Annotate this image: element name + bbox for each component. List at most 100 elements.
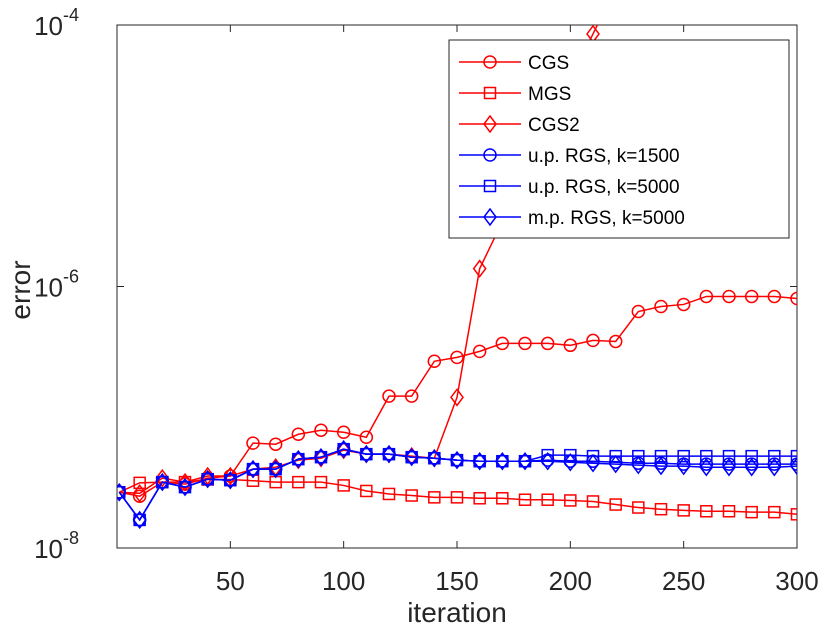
x-axis-label: iteration bbox=[407, 597, 507, 628]
marker bbox=[676, 456, 691, 476]
marker bbox=[133, 476, 146, 490]
marker bbox=[496, 492, 509, 505]
series-line bbox=[119, 25, 599, 495]
marker bbox=[132, 510, 147, 530]
marker bbox=[268, 459, 283, 479]
marker bbox=[700, 505, 713, 518]
marker bbox=[200, 469, 215, 489]
marker bbox=[790, 508, 797, 521]
marker bbox=[155, 472, 170, 492]
marker bbox=[472, 344, 487, 359]
x-tick-label: 200 bbox=[549, 566, 592, 596]
marker bbox=[483, 114, 497, 134]
marker bbox=[360, 484, 373, 498]
marker bbox=[495, 336, 510, 351]
marker bbox=[722, 457, 736, 477]
marker bbox=[744, 457, 759, 477]
y-tick-label: 10-8 bbox=[34, 528, 79, 564]
marker bbox=[677, 504, 690, 517]
marker bbox=[155, 468, 170, 488]
marker bbox=[223, 466, 238, 486]
marker bbox=[314, 447, 328, 467]
y-axis-label: error bbox=[5, 260, 36, 319]
marker bbox=[382, 389, 396, 403]
marker bbox=[427, 448, 442, 468]
x-tick-label: 50 bbox=[216, 566, 245, 596]
marker bbox=[359, 430, 374, 445]
series-line bbox=[118, 448, 797, 522]
x-tick-label: 150 bbox=[435, 566, 478, 596]
legend-label: u.p. RGS, k=1500 bbox=[528, 146, 680, 167]
marker bbox=[540, 336, 555, 351]
marker bbox=[790, 449, 797, 463]
marker bbox=[337, 479, 350, 492]
marker bbox=[483, 207, 497, 227]
marker bbox=[745, 505, 758, 519]
marker bbox=[767, 289, 782, 304]
marker bbox=[563, 452, 578, 472]
marker bbox=[677, 449, 690, 463]
marker bbox=[359, 444, 374, 464]
marker bbox=[314, 475, 328, 489]
marker bbox=[178, 477, 192, 497]
marker bbox=[132, 484, 147, 503]
marker bbox=[246, 459, 260, 479]
marker bbox=[428, 491, 441, 504]
marker bbox=[676, 297, 691, 312]
marker bbox=[699, 289, 714, 304]
data-layer bbox=[117, 25, 797, 530]
marker bbox=[427, 354, 442, 369]
x-tick-label: 300 bbox=[775, 566, 818, 596]
y-tick-base: 10 bbox=[34, 11, 63, 41]
marker bbox=[654, 449, 668, 463]
marker bbox=[382, 444, 396, 464]
x-tick-label: 100 bbox=[322, 566, 365, 596]
marker bbox=[483, 148, 497, 162]
marker bbox=[745, 449, 758, 463]
marker bbox=[382, 487, 396, 501]
marker bbox=[450, 450, 464, 470]
marker bbox=[722, 449, 736, 463]
y-tick-exponent: -4 bbox=[63, 5, 79, 25]
marker bbox=[541, 493, 554, 506]
marker bbox=[450, 350, 464, 365]
y-tick-base: 10 bbox=[34, 273, 63, 303]
marker bbox=[563, 338, 578, 353]
marker bbox=[472, 259, 487, 278]
marker bbox=[586, 449, 600, 463]
marker bbox=[564, 494, 577, 507]
marker bbox=[632, 449, 645, 463]
marker bbox=[586, 495, 600, 508]
marker bbox=[450, 388, 464, 407]
y-tick-exponent: -6 bbox=[63, 267, 79, 287]
x-tick-label: 250 bbox=[662, 566, 705, 596]
legend-label: u.p. RGS, k=5000 bbox=[528, 177, 680, 198]
legend: CGS MGS CGS2 u.p. RGS, k=1500 u.p. RGS, k=50… bbox=[448, 39, 790, 239]
marker bbox=[405, 489, 418, 502]
marker bbox=[722, 289, 736, 304]
marker bbox=[483, 86, 497, 100]
marker bbox=[631, 455, 646, 475]
marker bbox=[483, 55, 497, 69]
y-tick-label: 10-6 bbox=[34, 267, 79, 303]
marker bbox=[767, 457, 782, 477]
marker bbox=[518, 336, 532, 351]
marker bbox=[291, 449, 306, 469]
marker bbox=[518, 451, 532, 471]
marker bbox=[483, 179, 497, 193]
marker bbox=[564, 448, 577, 462]
legend-box bbox=[448, 39, 790, 239]
marker bbox=[631, 304, 646, 319]
marker bbox=[291, 427, 306, 442]
y-tick-exponent: -8 bbox=[63, 528, 79, 548]
marker bbox=[314, 423, 328, 437]
marker bbox=[495, 451, 510, 471]
y-tick-label: 10-4 bbox=[34, 5, 79, 41]
marker bbox=[518, 493, 532, 506]
marker bbox=[178, 472, 192, 492]
marker bbox=[586, 333, 600, 348]
marker bbox=[744, 289, 759, 304]
marker bbox=[336, 425, 351, 439]
marker bbox=[223, 470, 238, 490]
